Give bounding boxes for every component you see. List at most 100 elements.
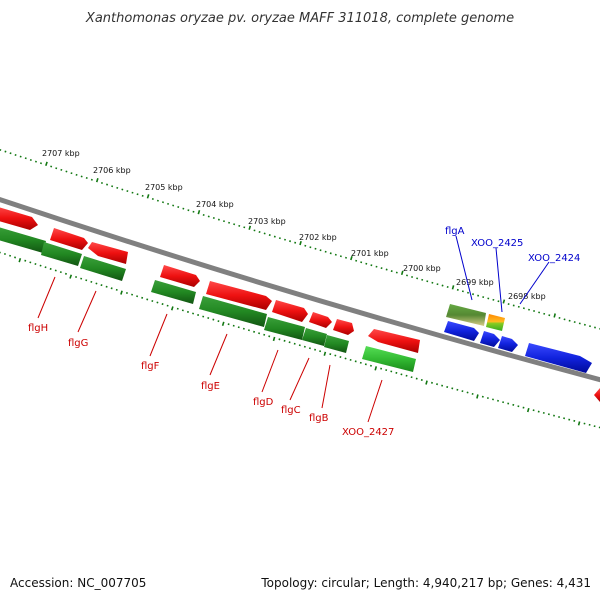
gene-arrow-XOO_2424[interactable] [525,343,592,373]
gene-label-flgC[interactable]: flgC [281,405,301,416]
scale-tick-minor [116,186,119,189]
scale-tick-minor [364,363,367,366]
leader-flgB [321,364,331,409]
gene-arrow-blue-3[interactable] [498,336,518,352]
gene-arrow-flgB[interactable] [309,312,332,328]
gene-label-flgB[interactable]: flgB [309,413,329,424]
scale-tick-major [221,321,225,326]
gene-bar-green-6[interactable] [264,317,305,340]
scale-tick-major [120,290,123,295]
gene-label-flgH[interactable]: flgH [28,323,48,334]
scale-tick-minor [558,415,561,418]
gene-arrow-blue-2[interactable] [480,331,500,347]
gene-arrow-red-edge[interactable] [594,388,600,402]
scale-tick-minor [125,292,128,295]
scale-tick-major [170,306,174,311]
leader-XOO_2427 [367,379,383,423]
gene-label-flgG[interactable]: flgG [68,338,88,349]
gene-bar-green-9[interactable] [362,346,416,372]
scale-tick-minor [533,310,536,313]
scale-tick-major [45,161,48,166]
scale-tick-major [18,258,22,263]
gene-label-flgE[interactable]: flgE [201,381,220,392]
scale-tick-major [146,194,150,199]
scale-tick-major [451,285,455,290]
gene-bar-XOO_2425[interactable] [486,314,505,331]
scale-tick-minor [247,329,250,332]
scale-tick-minor [4,150,7,153]
scale-label: 2704 kbp [196,200,234,209]
accession-text: Accession: NC_007705 [10,576,146,590]
scale-tick-minor [156,301,159,304]
scale-tick-minor [95,282,98,285]
scale-tick-minor [258,230,261,234]
scale-tick-minor [9,152,12,155]
gene-arrow-flgH[interactable] [0,206,38,230]
gene-arrow-XOO_2427[interactable] [368,329,420,353]
scale-tick-minor [85,177,88,180]
scale-tick-minor [75,276,78,279]
gene-arrow-flgE[interactable] [160,265,200,287]
gene-label-flgA[interactable]: flgA [445,226,465,237]
label-leader-lines [37,235,550,423]
gene-bar-green-2[interactable] [41,242,82,266]
scale-tick-minor [3,253,6,256]
scale-tick-minor [268,335,271,338]
gene-label-flgD[interactable]: flgD [253,397,274,408]
scale-track-inner [0,251,600,429]
gene-arrow-flgD[interactable] [206,281,272,310]
scale-tick-minor [319,249,322,252]
scale-tick-minor [106,183,109,186]
gene-bar-green-3[interactable] [80,256,126,281]
scale-tick-minor [0,148,2,151]
gene-bar-green-4[interactable] [151,280,196,304]
gene-arrow-flgB-2[interactable] [333,319,354,335]
scale-tick-major [323,351,327,356]
gene-arrow-blue-1[interactable] [444,321,479,341]
gene-bar-green-1[interactable] [0,226,46,253]
leader-flgA [455,235,473,301]
scale-tick-minor [430,381,433,384]
gene-bar-green-5[interactable] [199,296,267,327]
scale-tick-minor [380,267,383,270]
scale-tick-minor [207,215,210,218]
gene-bar-green-7[interactable] [302,328,327,346]
scale-tick-minor [212,217,215,220]
scale-tick-minor [80,175,83,178]
gene-label-flgF[interactable]: flgF [141,361,160,372]
gene-bar-flgA[interactable] [446,304,486,326]
scale-tick-major [350,255,353,261]
gene-arrow-flgF[interactable] [88,242,128,264]
scale-tick-minor [186,310,189,313]
scale-tick-minor [207,317,210,320]
gene-arrow-flgG[interactable] [50,228,88,250]
scale-tick-minor [238,224,241,227]
scale-tick-minor [115,288,118,291]
scale-tick-minor [283,339,286,342]
scale-tick-minor [59,271,62,274]
scale-tick-minor [39,264,42,267]
gene-label-XOO_2425[interactable]: XOO_2425 [471,238,523,249]
scale-tick-minor [217,320,220,323]
scale-tick-minor [85,279,88,282]
scale-tick-minor [385,268,388,271]
scale-tick-minor [308,347,311,350]
scale-tick-minor [161,303,164,306]
scale-label: 2698 kbp [508,292,546,301]
scale-label: 2705 kbp [145,183,183,192]
scale-tick-minor [177,206,180,209]
scale-tick-minor [80,277,83,280]
scale-tick-minor [400,373,403,376]
leader-flgC [289,357,310,401]
scale-tick-minor [34,160,37,163]
scale-tick-minor [111,185,114,188]
scale-tick-minor [303,345,306,348]
gene-label-XOO_2427[interactable]: XOO_2427 [342,427,394,438]
gene-label-XOO_2424[interactable]: XOO_2424 [528,253,580,264]
scale-tick-minor [344,357,347,360]
scale-tick-major [526,407,530,413]
scale-tick-major [299,240,302,246]
gene-bar-green-8[interactable] [324,335,349,353]
scale-tick-minor [212,318,215,321]
gene-arrow-flgC[interactable] [272,300,308,322]
